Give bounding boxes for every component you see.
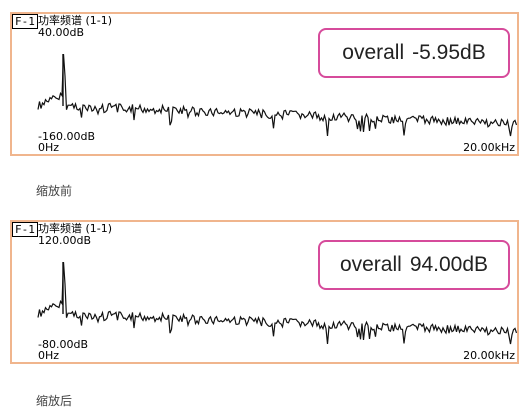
spectrum-panel-before-zoom: F-1 功率频谱 (1-1) 40.00dB -160.00dB 0Hz 20.…: [10, 12, 519, 156]
spectrum-plot: [37, 261, 517, 345]
overall-readout: overall 94.00dB: [318, 240, 510, 290]
y-axis-min-label: -80.00dB: [38, 338, 88, 351]
y-axis-min-label: -160.00dB: [38, 130, 95, 143]
x-axis-min-label: 0Hz: [38, 141, 60, 154]
x-axis-max-label: 20.00kHz: [463, 349, 515, 362]
y-axis-max-label: 40.00dB: [38, 26, 85, 39]
overall-readout: overall -5.95dB: [318, 28, 510, 78]
function-tag: F-1: [12, 14, 38, 29]
y-axis-max-label: 120.00dB: [38, 234, 92, 247]
x-axis-max-label: 20.00kHz: [463, 141, 515, 154]
spectrum-plot: [37, 53, 517, 137]
panel-title: 功率频谱 (1-1): [38, 14, 113, 27]
spectrum-trace: [37, 261, 517, 345]
panel-title: 功率频谱 (1-1): [38, 222, 113, 235]
spectrum-panel-after-zoom: F-1 功率频谱 (1-1) 120.00dB -80.00dB 0Hz 20.…: [10, 220, 519, 364]
overall-label: overall: [342, 41, 405, 64]
spectrum-trace: [37, 53, 517, 137]
caption-after-zoom: 缩放后: [36, 394, 73, 408]
overall-label: overall: [339, 253, 402, 276]
overall-value: 94.00dB: [409, 253, 489, 276]
overall-value: -5.95dB: [412, 41, 486, 64]
caption-before-zoom: 缩放前: [36, 184, 73, 198]
x-axis-min-label: 0Hz: [38, 349, 60, 362]
function-tag: F-1: [12, 222, 38, 237]
